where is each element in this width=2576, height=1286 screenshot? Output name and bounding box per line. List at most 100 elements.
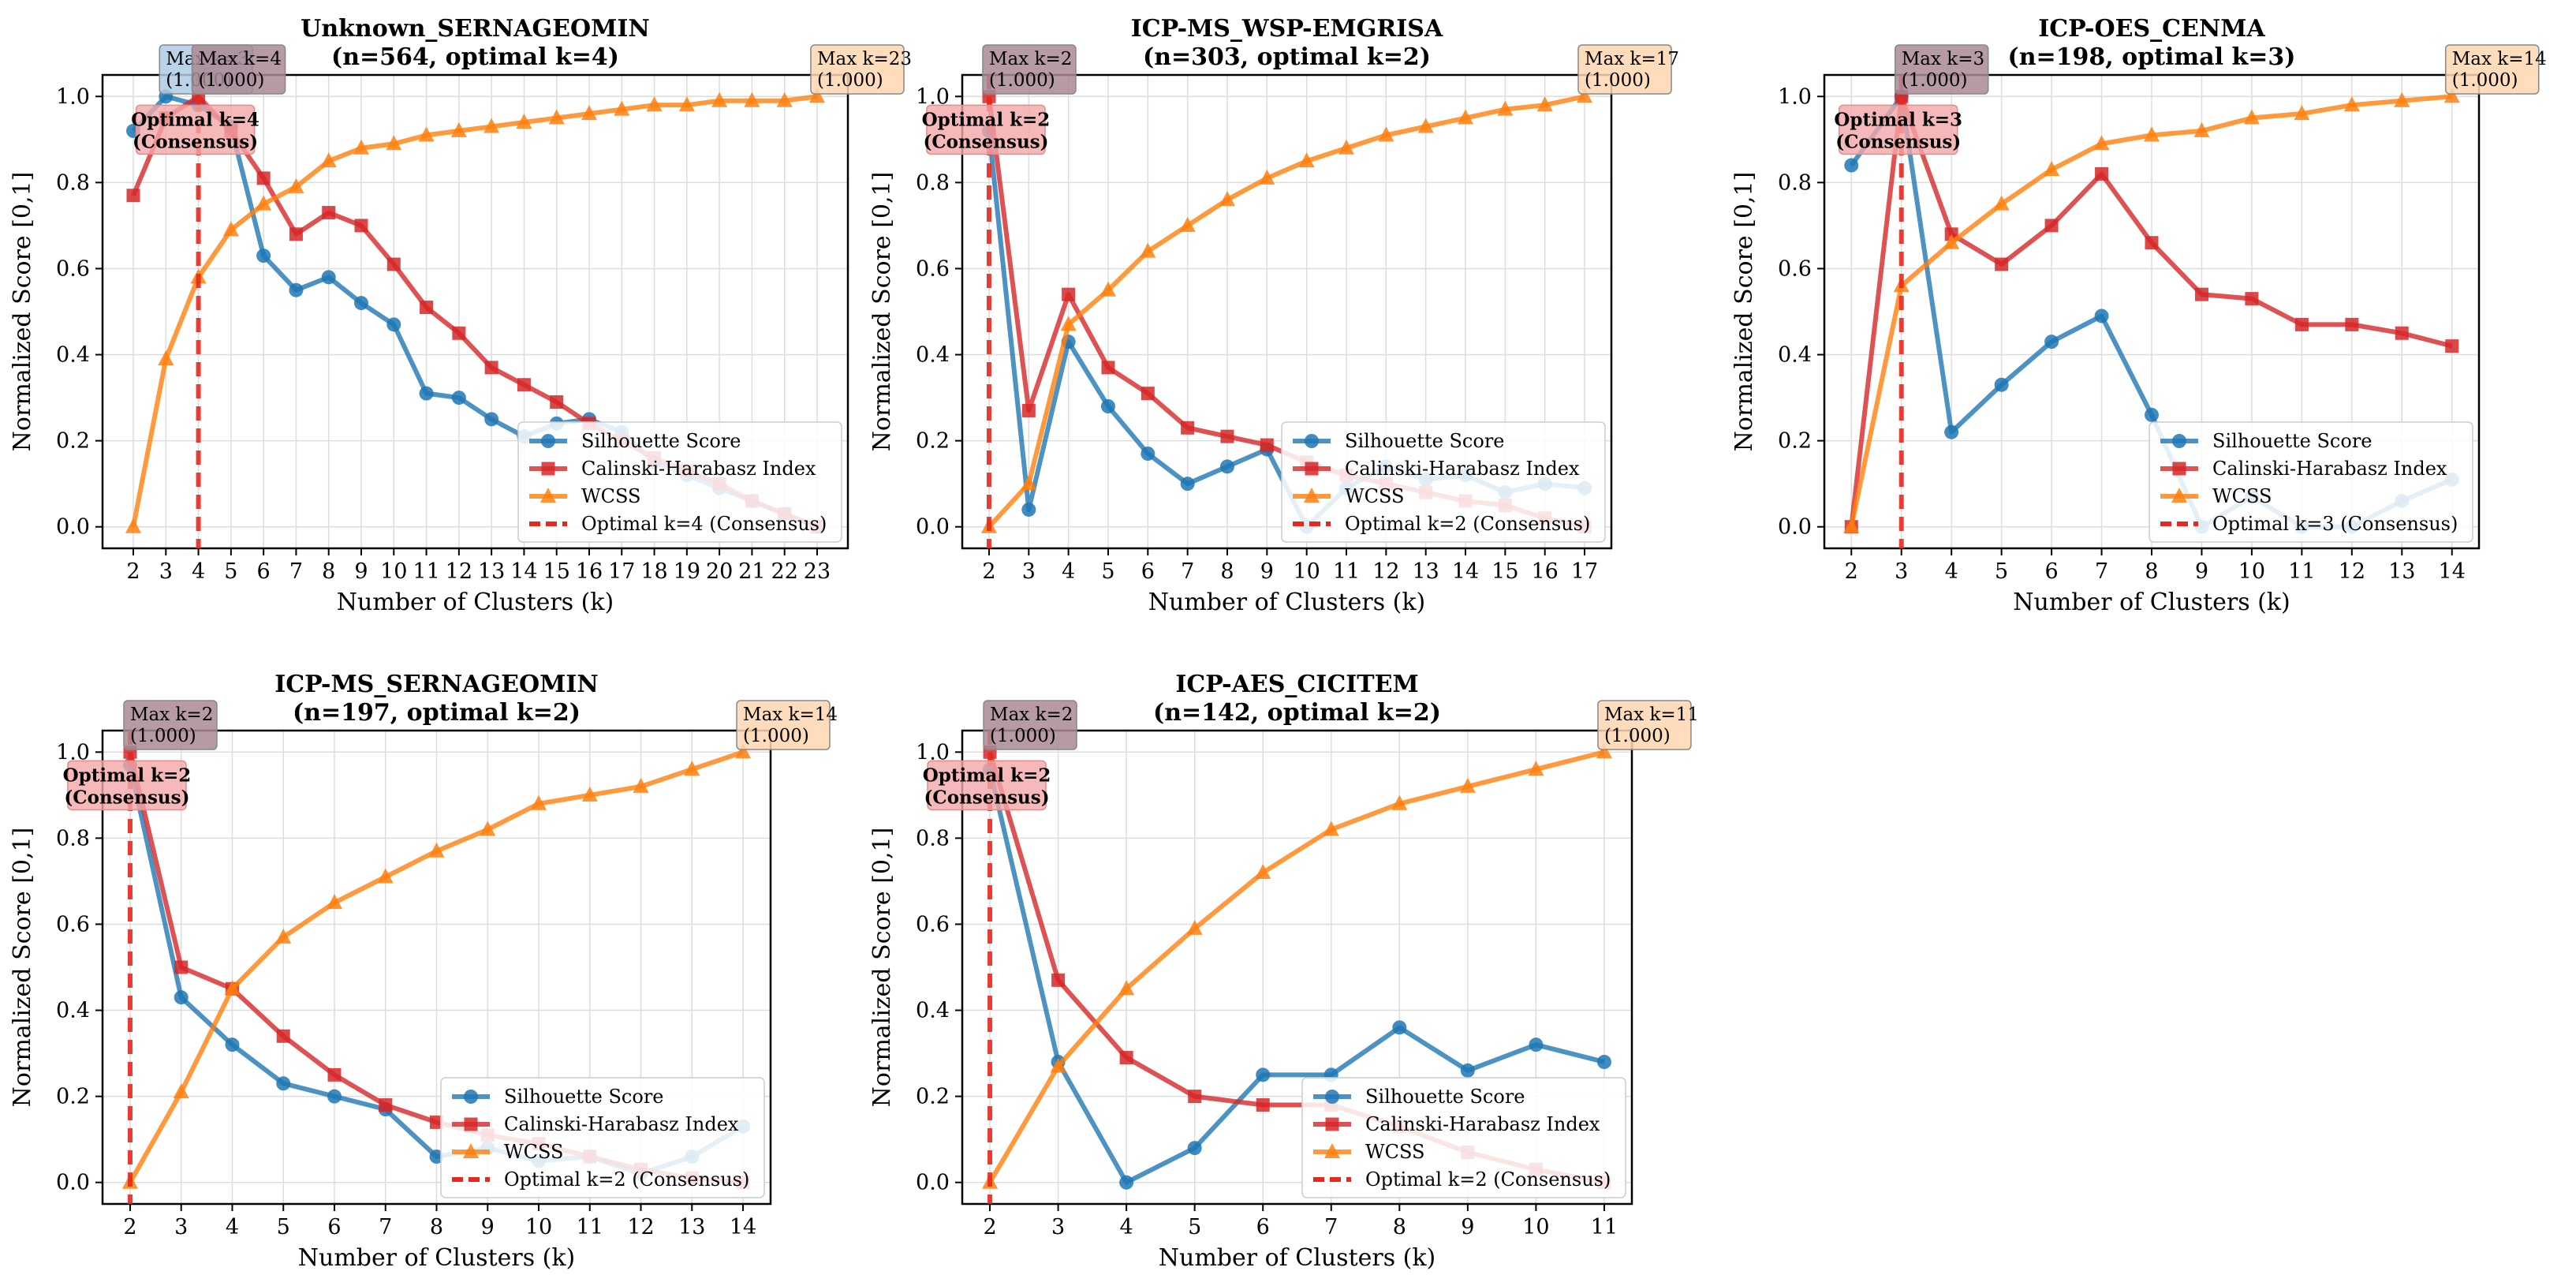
x-tick-label: 5	[224, 559, 237, 584]
data-point	[1528, 761, 1544, 776]
y-tick-label: 0.2	[916, 429, 950, 454]
x-tick-label: 9	[1260, 559, 1274, 584]
series-line	[987, 768, 1605, 1185]
max-box-line1: Max k=2	[990, 705, 1073, 725]
legend-swatch-marker	[1325, 1090, 1339, 1104]
x-tick-label: 8	[1220, 559, 1234, 584]
chart-panel-4: 2 3 4 5 6 7 8 9 10 11 12 13 140.00.20.40.60.81.0Numb…	[9, 671, 838, 1272]
legend-swatch-marker	[2172, 434, 2186, 448]
x-tick-label: 6	[2044, 559, 2058, 584]
data-point	[2243, 109, 2260, 125]
data-point	[531, 794, 547, 810]
legend-swatch-marker	[540, 488, 556, 503]
legend-label-silhouette-score: Silhouette Score	[1345, 430, 1505, 452]
data-point	[1099, 281, 1116, 297]
chart-subtitle: (n=197, optimal k=2)	[293, 699, 581, 727]
legend-swatch-marker	[464, 1117, 478, 1131]
data-point	[1256, 1067, 1271, 1082]
x-tick-label: 15	[1491, 559, 1518, 584]
data-point	[1497, 100, 1514, 116]
optimal-k-annotation: Optimal k=2(Consensus)	[922, 104, 1050, 155]
data-point	[548, 109, 565, 125]
x-tick-label: 2	[983, 1215, 996, 1239]
optimal-k-box	[67, 760, 187, 811]
chart-title: ICP-AES_CICITEM	[1175, 671, 1418, 698]
legend-label-optimal: Optimal k=2 (Consensus)	[1345, 513, 1590, 535]
x-tick-label: 6	[1141, 559, 1155, 584]
chart-subtitle: (n=142, optimal k=2)	[1153, 699, 1441, 727]
data-point	[386, 317, 401, 332]
data-point	[711, 92, 728, 107]
data-point	[2044, 219, 2059, 233]
legend-label-calinski-harabasz-index: Calinski-Harabasz Index	[504, 1113, 739, 1135]
y-tick-label: 0.2	[56, 429, 90, 454]
legend-label-silhouette-score: Silhouette Score	[504, 1086, 664, 1108]
data-point	[633, 777, 649, 793]
legend-swatch-marker	[1324, 1143, 1340, 1158]
max-box	[1597, 700, 1692, 750]
data-point	[744, 92, 760, 107]
data-point	[2443, 88, 2460, 103]
max-box-line2: (1.000)	[130, 726, 196, 746]
x-tick-label: 4	[1062, 559, 1075, 584]
optimal-k-annotation: Optimal k=4(Consensus)	[131, 104, 259, 155]
y-tick-label: 0.2	[56, 1085, 90, 1109]
x-tick-label: 9	[354, 559, 368, 584]
x-tick-label: 11	[577, 1215, 603, 1239]
x-axis-label: Number of Clusters (k)	[298, 1244, 576, 1272]
max-box-line2: (1.000)	[989, 70, 1055, 91]
data-point	[451, 391, 466, 406]
x-tick-label: 7	[1324, 1215, 1338, 1239]
y-axis-label: Normalized Score [0,1]	[868, 172, 896, 452]
legend-box	[2149, 421, 2473, 543]
max-box-line1: Max k=14	[743, 705, 838, 725]
y-tick-label: 0.8	[916, 170, 950, 195]
data-point	[484, 361, 498, 375]
data-point	[225, 1037, 240, 1052]
data-point	[2144, 126, 2160, 142]
data-point	[1260, 438, 1274, 452]
y-tick-label: 0.4	[56, 999, 90, 1023]
legend-swatch-marker	[464, 1090, 478, 1104]
optimal-k-box-line1: Optimal k=3	[1834, 109, 1962, 130]
max-box-line1: Max k=17	[1585, 49, 1679, 69]
data-point	[322, 206, 336, 220]
optimal-k-box	[135, 104, 256, 155]
chart-panel-2: 2 3 4 5 6 7 8 9 10 11 12 13 14 15 16 170.00.20.40.60.81…	[868, 15, 1679, 616]
x-tick-label: 7	[289, 559, 303, 584]
data-point	[1219, 459, 1234, 474]
legend-label-silhouette-score: Silhouette Score	[2212, 430, 2373, 452]
chart-subtitle: (n=564, optimal k=4)	[331, 43, 619, 71]
x-tick-label: 10	[380, 559, 407, 584]
x-tick-label: 8	[322, 559, 335, 584]
legend-swatch-marker	[1304, 488, 1320, 503]
x-tick-label: 8	[1393, 1215, 1406, 1239]
chart-title: ICP-MS_SERNAGEOMIN	[274, 671, 599, 698]
data-point	[377, 868, 394, 884]
legend: Silhouette Score Calinski-Harabasz Index W…	[440, 1077, 765, 1198]
data-point	[158, 350, 174, 365]
x-tick-label: 10	[1293, 559, 1320, 584]
data-point	[2394, 92, 2410, 107]
x-tick-label: 7	[2095, 559, 2108, 584]
x-tick-label: 10	[525, 1215, 552, 1239]
data-point	[430, 1115, 443, 1129]
data-point	[1529, 1037, 1544, 1052]
x-axis-label: Number of Clusters (k)	[337, 589, 614, 616]
max-box	[2444, 44, 2540, 95]
data-point	[2294, 317, 2309, 331]
data-point	[1458, 109, 1474, 125]
legend-label-calinski-harabasz-index: Calinski-Harabasz Index	[1365, 1113, 1600, 1135]
series-line	[131, 94, 818, 528]
x-tick-label: 13	[678, 1215, 705, 1239]
data-point	[484, 412, 499, 427]
data-point	[1417, 118, 1434, 133]
x-tick-label: 5	[1995, 559, 2008, 584]
x-tick-label: 7	[1181, 559, 1194, 584]
max-box-line2: (1.000)	[743, 726, 809, 746]
y-tick-label: 0.0	[916, 515, 950, 540]
x-tick-label: 21	[738, 559, 765, 584]
max-box	[1894, 44, 1989, 95]
x-tick-label: 17	[608, 559, 635, 584]
x-tick-label: 8	[2145, 559, 2158, 584]
